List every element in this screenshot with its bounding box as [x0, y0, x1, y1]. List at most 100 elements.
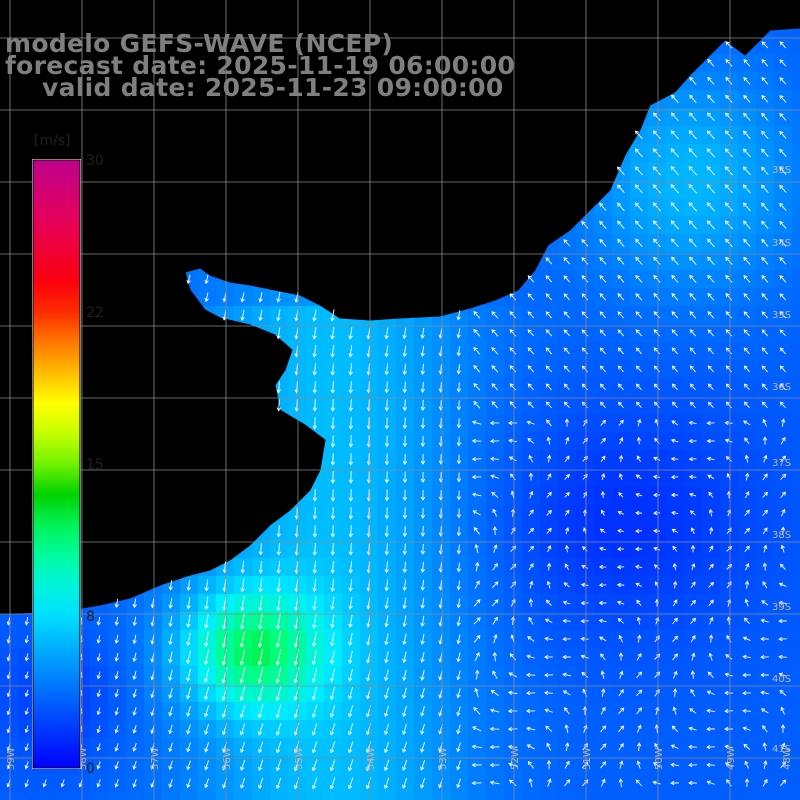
wind-arrow — [779, 383, 786, 391]
wind-arrow — [599, 220, 607, 229]
wind-arrow — [619, 437, 624, 445]
wind-arrow — [348, 687, 354, 700]
wind-arrow — [761, 112, 769, 121]
field-cell — [792, 180, 800, 199]
wind-arrow — [491, 581, 499, 589]
wind-arrow — [743, 743, 751, 750]
wind-arrow — [779, 148, 787, 157]
wind-arrow — [330, 489, 336, 502]
wind-arrow — [581, 275, 589, 283]
wind-arrow — [618, 634, 623, 643]
longitude-label: 50W — [654, 747, 665, 770]
wind-arrow — [617, 546, 625, 552]
wind-arrow — [653, 492, 661, 498]
wind-arrow — [688, 780, 697, 786]
field-cell — [792, 720, 800, 739]
field-cell — [234, 792, 253, 800]
wind-arrow — [761, 401, 768, 409]
wind-arrow — [671, 274, 679, 283]
latitude-label: 37S — [772, 458, 791, 469]
wind-arrow — [546, 562, 552, 571]
wind-arrow — [384, 543, 389, 556]
wind-arrow — [510, 545, 517, 553]
wind-arrow — [186, 579, 191, 592]
wind-arrow — [526, 672, 536, 678]
wind-arrow — [779, 779, 787, 787]
wind-arrow — [384, 363, 389, 376]
wind-arrow — [707, 329, 715, 337]
wind-arrow — [635, 528, 643, 534]
wind-arrow — [384, 615, 389, 628]
wind-arrow — [564, 491, 570, 498]
wind-arrow — [311, 777, 318, 790]
wind-arrow — [581, 401, 588, 409]
wind-arrow — [527, 311, 535, 319]
colorbar-unit: [m/s] — [34, 133, 71, 149]
wind-arrow — [508, 438, 517, 443]
wind-arrow — [384, 471, 390, 484]
wind-arrow — [491, 311, 499, 319]
wind-arrow — [258, 777, 264, 789]
wind-arrow — [186, 650, 191, 665]
wind-arrow — [473, 401, 481, 409]
wind-arrow — [599, 365, 606, 373]
wind-arrow — [276, 560, 281, 574]
wind-arrow — [670, 492, 679, 498]
wind-arrow — [564, 473, 570, 480]
wind-arrow — [707, 474, 715, 480]
wind-arrow — [402, 633, 407, 646]
wind-arrow — [779, 220, 787, 229]
wind-arrow — [653, 474, 661, 480]
field-cell — [504, 792, 523, 800]
wind-arrow — [132, 706, 137, 716]
wind-arrow — [635, 582, 643, 588]
wind-arrow — [762, 562, 768, 571]
field-cell — [792, 162, 800, 181]
wind-arrow — [724, 690, 733, 696]
wind-arrow — [240, 741, 246, 754]
wind-arrow — [725, 383, 732, 391]
wind-arrow — [330, 614, 335, 629]
wind-arrow — [762, 418, 768, 427]
wind-arrow — [617, 238, 625, 247]
wind-arrow — [725, 456, 732, 462]
wind-arrow — [348, 399, 354, 412]
wind-arrow — [420, 705, 425, 717]
field-cell — [792, 738, 800, 757]
wind-arrow — [779, 365, 786, 373]
wind-arrow — [275, 759, 282, 772]
wind-arrow — [744, 454, 749, 463]
wind-arrow — [653, 456, 661, 461]
wind-vectors — [6, 41, 787, 790]
wind-arrow — [671, 383, 678, 391]
wind-arrow — [203, 631, 209, 648]
wind-arrow — [618, 454, 624, 463]
wind-arrow — [473, 599, 481, 607]
wind-arrow — [509, 293, 517, 301]
field-cell — [792, 630, 800, 649]
wind-arrow — [761, 275, 769, 283]
wind-arrow — [24, 653, 29, 662]
wind-arrow — [239, 667, 246, 684]
wind-arrow — [725, 401, 732, 409]
wind-arrow — [565, 527, 570, 535]
wind-arrow — [276, 777, 282, 790]
field-cell — [792, 36, 800, 55]
wind-arrow — [600, 653, 606, 661]
wind-arrow — [529, 490, 534, 499]
wind-arrow — [599, 329, 607, 337]
wind-arrow — [653, 383, 660, 391]
wind-arrow — [456, 706, 461, 717]
wind-arrow — [348, 596, 353, 610]
wind-arrow — [348, 525, 354, 538]
wind-arrow — [599, 383, 606, 391]
wind-arrow — [672, 617, 678, 624]
wind-arrow — [708, 563, 714, 570]
wind-arrow — [707, 274, 715, 283]
wind-arrow — [493, 634, 498, 644]
field-cell — [72, 792, 91, 800]
wind-arrow — [563, 239, 571, 247]
colorbar-tick-label: 8 — [86, 609, 95, 625]
wind-arrow — [420, 489, 426, 501]
